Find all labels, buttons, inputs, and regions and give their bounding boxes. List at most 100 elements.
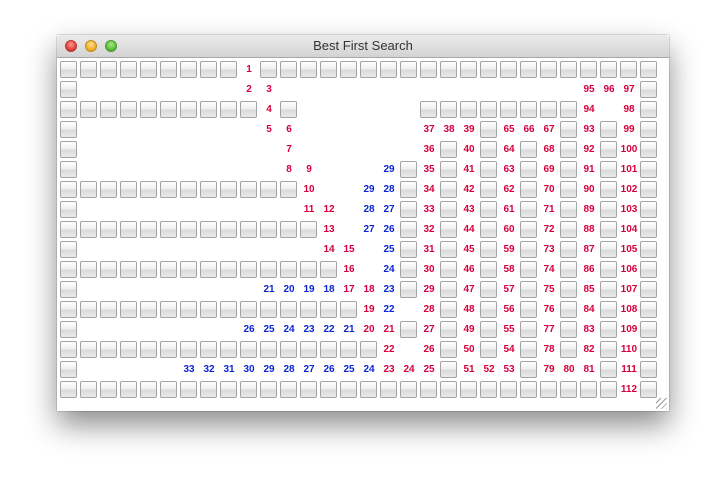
path-step-number: 21 xyxy=(383,324,395,335)
path-step-number: 69 xyxy=(543,164,555,175)
maze-wall-cell xyxy=(640,181,657,198)
maze-wall-cell xyxy=(440,301,457,318)
maze-wall-cell xyxy=(560,301,577,318)
maze-wall-cell xyxy=(300,261,317,278)
maze-wall-cell xyxy=(440,201,457,218)
path-step-number: 29 xyxy=(423,284,435,295)
path-step-number: 62 xyxy=(503,184,515,195)
path-step-number: 93 xyxy=(583,124,595,135)
maze-wall-cell xyxy=(60,321,77,338)
minimize-button[interactable] xyxy=(85,40,97,52)
path-step-number: 103 xyxy=(620,204,638,215)
maze-wall-cell xyxy=(60,201,77,218)
maze-wall-cell xyxy=(80,61,97,78)
path-step-number: 104 xyxy=(620,224,638,235)
maze-wall-cell xyxy=(240,341,257,358)
path-step-number: 28 xyxy=(363,204,375,215)
maze-wall-cell xyxy=(480,221,497,238)
maze-wall-cell xyxy=(140,261,157,278)
path-step-number: 27 xyxy=(423,324,435,335)
maze-wall-cell xyxy=(100,301,117,318)
maze-wall-cell xyxy=(300,341,317,358)
maze-wall-cell xyxy=(480,321,497,338)
path-step-number: 66 xyxy=(523,124,535,135)
maze-wall-cell xyxy=(600,301,617,318)
path-step-number: 27 xyxy=(303,364,315,375)
path-step-number: 21 xyxy=(263,284,275,295)
path-step-number: 7 xyxy=(286,144,292,155)
path-step-number: 112 xyxy=(620,384,638,395)
maze-wall-cell xyxy=(520,261,537,278)
maze-wall-cell xyxy=(280,101,297,118)
maze-wall-cell xyxy=(580,381,597,398)
maze-wall-cell xyxy=(220,61,237,78)
zoom-button[interactable] xyxy=(105,40,117,52)
maze-wall-cell xyxy=(80,261,97,278)
path-step-number: 25 xyxy=(383,244,395,255)
maze-wall-cell xyxy=(560,141,577,158)
resize-grip-icon[interactable] xyxy=(656,398,667,409)
maze-wall-cell xyxy=(520,101,537,118)
maze-wall-cell xyxy=(60,161,77,178)
maze-wall-cell xyxy=(560,341,577,358)
path-step-number: 33 xyxy=(183,364,195,375)
maze-wall-cell xyxy=(380,61,397,78)
path-step-number: 32 xyxy=(423,224,435,235)
path-step-number: 26 xyxy=(423,344,435,355)
maze-wall-cell xyxy=(180,301,197,318)
maze-wall-cell xyxy=(100,381,117,398)
maze-wall-cell xyxy=(60,121,77,138)
maze-wall-cell xyxy=(400,61,417,78)
path-step-number: 63 xyxy=(503,164,515,175)
path-step-number: 38 xyxy=(443,124,455,135)
maze-wall-cell xyxy=(400,381,417,398)
maze-wall-cell xyxy=(200,381,217,398)
maze-wall-cell xyxy=(60,81,77,98)
maze-wall-cell xyxy=(400,261,417,278)
close-button[interactable] xyxy=(65,40,77,52)
maze-wall-cell xyxy=(440,321,457,338)
maze-wall-cell xyxy=(280,301,297,318)
path-step-number: 10 xyxy=(303,184,315,195)
maze-wall-cell xyxy=(600,61,617,78)
maze-wall-cell xyxy=(240,301,257,318)
path-step-number: 86 xyxy=(583,264,595,275)
maze-wall-cell xyxy=(120,61,137,78)
maze-wall-cell xyxy=(440,181,457,198)
maze-wall-cell xyxy=(640,161,657,178)
maze-wall-cell xyxy=(340,341,357,358)
path-step-number: 59 xyxy=(503,244,515,255)
maze-wall-cell xyxy=(320,261,337,278)
path-step-number: 19 xyxy=(363,304,375,315)
maze-grid: 1 2 3 95 96 97 4 94 98 5 6 37 38 39 65 66 67 93 99 7 36 40 64 6… xyxy=(59,60,663,400)
path-step-number: 89 xyxy=(583,204,595,215)
maze-wall-cell xyxy=(500,61,517,78)
maze-wall-cell xyxy=(440,161,457,178)
maze-wall-cell xyxy=(560,261,577,278)
maze-wall-cell xyxy=(560,201,577,218)
maze-wall-cell xyxy=(280,61,297,78)
maze-wall-cell xyxy=(120,101,137,118)
path-step-number: 53 xyxy=(503,364,515,375)
path-step-number: 27 xyxy=(383,204,395,215)
path-step-number: 21 xyxy=(343,324,355,335)
maze-wall-cell xyxy=(100,61,117,78)
maze-window: Best First Search 1 2 3 95 96 97 4 94 98 5 6 37 38 39… xyxy=(57,35,669,411)
maze-wall-cell xyxy=(60,301,77,318)
maze-wall-cell xyxy=(480,241,497,258)
maze-wall-cell xyxy=(480,161,497,178)
maze-wall-cell xyxy=(640,241,657,258)
maze-wall-cell xyxy=(400,161,417,178)
maze-wall-cell xyxy=(120,341,137,358)
maze-wall-cell xyxy=(180,181,197,198)
path-step-number: 27 xyxy=(363,224,375,235)
path-step-number: 24 xyxy=(403,364,415,375)
maze-wall-cell xyxy=(480,141,497,158)
maze-wall-cell xyxy=(480,121,497,138)
maze-wall-cell xyxy=(100,181,117,198)
maze-wall-cell xyxy=(280,181,297,198)
maze-wall-cell xyxy=(60,221,77,238)
maze-wall-cell xyxy=(400,241,417,258)
path-step-number: 14 xyxy=(323,244,335,255)
maze-wall-cell xyxy=(640,321,657,338)
